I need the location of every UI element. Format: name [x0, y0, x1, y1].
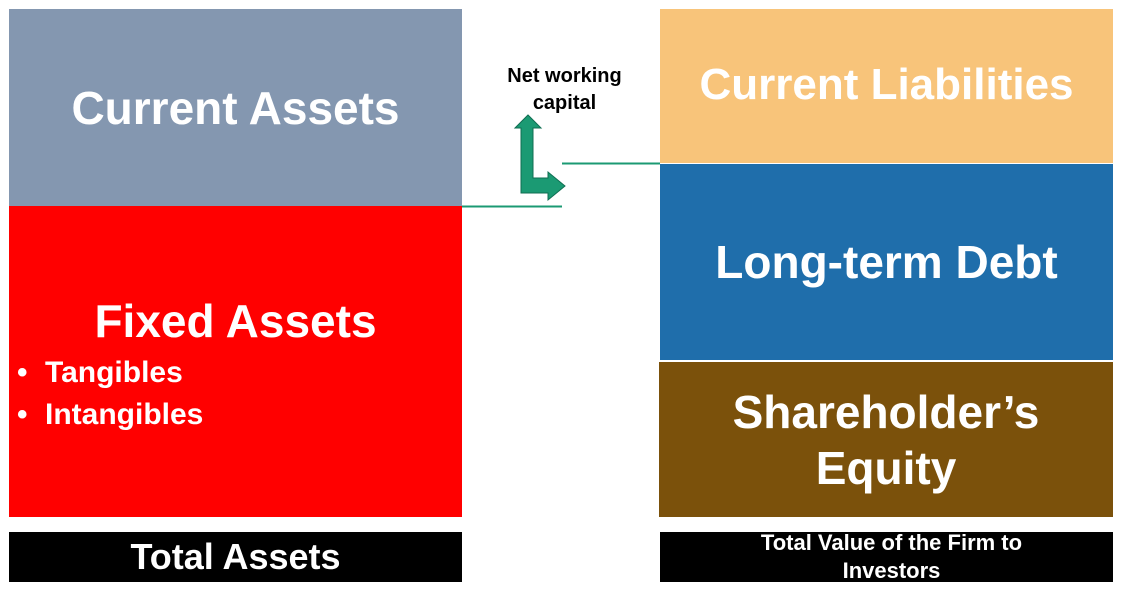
fixed-assets-title: Fixed Assets	[94, 295, 377, 347]
total-assets-bar: Total Assets	[9, 532, 462, 582]
shareholders-equity-block: Shareholder’s Equity	[659, 362, 1113, 517]
total-value-bar: Total Value of the Firm to Investors	[660, 530, 1113, 583]
fixed-assets-block: Fixed Assets Tangibles Intangibles	[9, 206, 462, 517]
current-assets-block: Current Assets	[9, 9, 462, 206]
long-term-debt-block: Long-term Debt	[660, 164, 1113, 360]
fixed-assets-item-intangibles: Intangibles	[17, 394, 203, 436]
total-assets-label: Total Assets	[130, 536, 341, 577]
shareholders-equity-label-line1: Shareholder’s	[732, 385, 1040, 438]
current-liabilities-block: Current Liabilities	[660, 9, 1113, 163]
long-term-debt-label: Long-term Debt	[715, 236, 1058, 288]
net-working-capital-label: Net working capital	[507, 65, 622, 114]
fixed-assets-list: Tangibles Intangibles	[17, 352, 203, 436]
current-assets-label: Current Assets	[71, 81, 400, 134]
current-liabilities-label: Current Liabilities	[699, 60, 1074, 109]
double-ended-bent-arrow-icon	[513, 114, 566, 202]
total-value-label: Total Value of the Firm to Investors	[760, 530, 1023, 583]
fixed-assets-item-tangibles: Tangibles	[17, 352, 203, 394]
shareholders-equity-label-line2: Equity	[815, 441, 957, 494]
